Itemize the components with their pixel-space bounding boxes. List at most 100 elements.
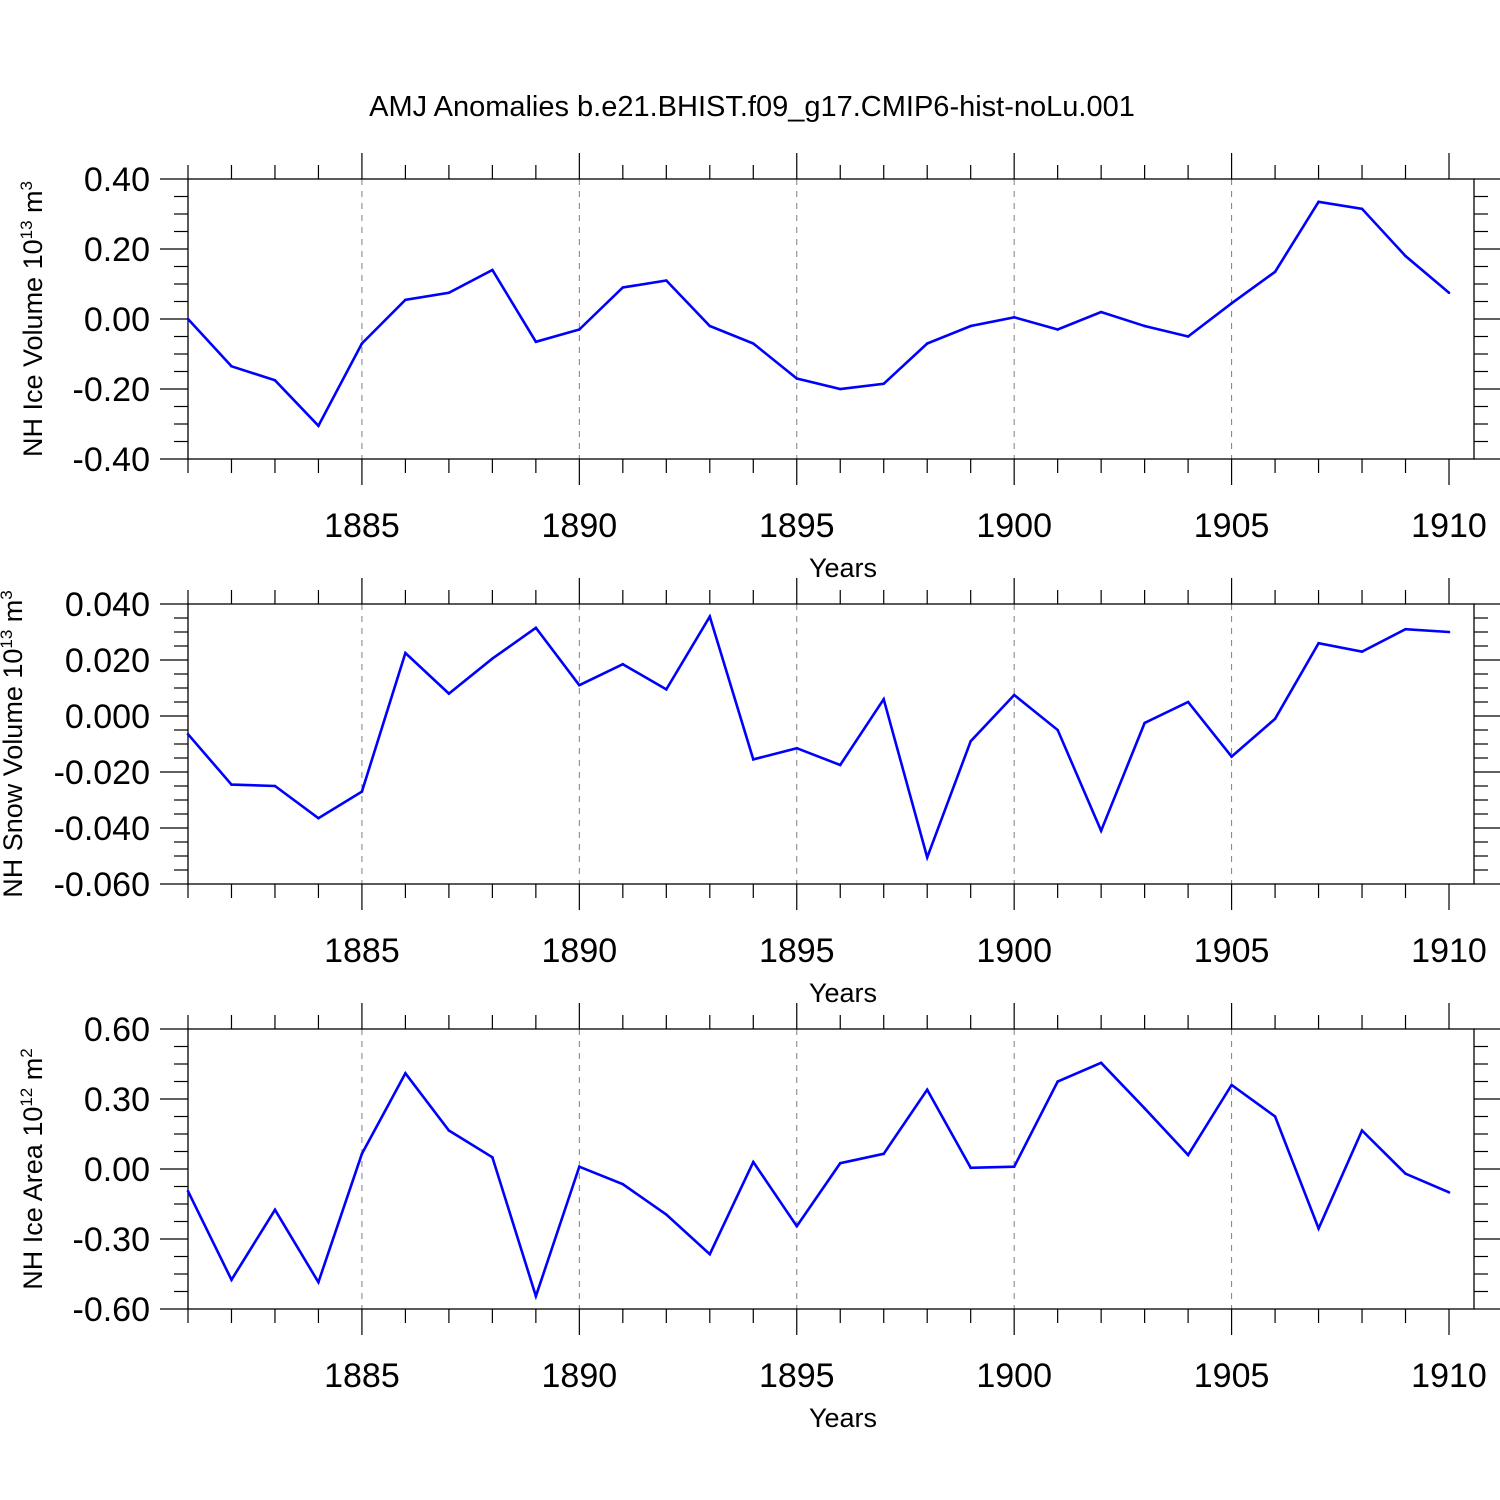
- x-tick-label: 1885: [324, 1357, 400, 1395]
- data-point: [1273, 270, 1277, 274]
- y-tick-label: -0.60: [73, 1291, 151, 1329]
- data-point: [1056, 1080, 1059, 1083]
- data-point: [1056, 328, 1059, 331]
- data-point: [621, 1182, 625, 1186]
- data-point: [665, 688, 668, 691]
- data-point: [447, 1129, 451, 1132]
- data-point: [838, 387, 842, 391]
- data-point: [404, 651, 407, 655]
- data-point: [969, 1166, 972, 1170]
- data-point: [1143, 324, 1146, 328]
- x-axis-title: Years: [809, 553, 877, 583]
- data-point: [882, 382, 886, 386]
- data-point: [795, 746, 799, 750]
- data-point: [621, 662, 625, 666]
- data-point: [925, 342, 929, 345]
- y-tick-label: 0.00: [84, 301, 150, 339]
- data-point: [882, 697, 886, 701]
- y-tick-label: -0.30: [73, 1221, 151, 1259]
- data-point: [1360, 207, 1364, 211]
- data-point: [1360, 650, 1364, 653]
- data-point: [1230, 301, 1233, 305]
- series-line: [187, 200, 1450, 429]
- y-axis-title-part: NH Ice Area 10: [18, 1107, 48, 1290]
- data-point: [273, 1208, 277, 1212]
- data-point: [273, 784, 277, 788]
- data-point: [838, 763, 842, 767]
- y-axis-title-part: 3: [0, 590, 16, 599]
- y-axis-title-part: 3: [17, 181, 36, 190]
- data-point: [708, 615, 712, 618]
- data-point: [925, 856, 929, 859]
- data-point: [708, 1252, 712, 1256]
- data-point: [1099, 829, 1103, 833]
- x-tick-label: 1890: [542, 1357, 618, 1395]
- data-point: [751, 1160, 755, 1164]
- data-point: [360, 790, 364, 793]
- x-tick-label: 1900: [976, 932, 1052, 970]
- x-axis-title: Years: [809, 1403, 877, 1433]
- data-point: [838, 1161, 842, 1165]
- data-point: [969, 739, 972, 743]
- panel-1: 1885 1890 1895 1900 1905 1910 Years -0.40 -0.20 0…: [17, 153, 1500, 583]
- x-tick-label: 1885: [324, 507, 400, 545]
- y-axis-title-part: m: [18, 1058, 48, 1088]
- data-point: [882, 1152, 886, 1156]
- data-point: [1056, 728, 1059, 732]
- y-axis-title: NH Ice Volume 1013 m3: [17, 181, 48, 457]
- y-tick-label: -0.060: [54, 866, 150, 904]
- y-tick-label: -0.040: [54, 810, 150, 848]
- x-tick-label: 1910: [1411, 507, 1487, 545]
- data-point: [534, 340, 538, 344]
- x-tick-label: 1900: [976, 507, 1052, 545]
- y-axis-title-part: 13: [17, 220, 36, 239]
- x-tick-label: 1905: [1194, 932, 1270, 970]
- panels: 1885 1890 1895 1900 1905 1910 Years -0.40 -0.20 0…: [0, 153, 1500, 1433]
- data-point: [404, 1072, 407, 1075]
- x-tick-label: 1910: [1411, 932, 1487, 970]
- data-point: [1404, 254, 1407, 258]
- data-point: [621, 286, 625, 289]
- y-axis-title-part: 13: [0, 630, 16, 649]
- data-point: [317, 1280, 320, 1284]
- data-point: [1317, 200, 1320, 204]
- x-tick-label: 1895: [759, 1357, 835, 1395]
- data-point: [665, 279, 668, 282]
- data-point: [360, 342, 364, 345]
- x-tick-label: 1910: [1411, 1357, 1487, 1395]
- data-point: [1186, 335, 1190, 338]
- x-tick-label: 1900: [976, 1357, 1052, 1395]
- x-axis-title: Years: [809, 978, 877, 1008]
- data-point: [1099, 1061, 1103, 1065]
- data-point: [1273, 717, 1277, 721]
- panel-2: 1885 1890 1895 1900 1905 1910 Years -0.060 -0.04…: [0, 578, 1500, 1008]
- y-axis-title-part: 2: [17, 1048, 36, 1057]
- data-point: [1099, 310, 1103, 314]
- y-tick-label: 0.60: [84, 1011, 150, 1049]
- data-point: [186, 732, 190, 736]
- data-point: [534, 626, 538, 630]
- y-tick-label: -0.20: [73, 371, 151, 409]
- data-point: [1230, 755, 1233, 758]
- data-point: [317, 424, 320, 428]
- x-tick-label: 1895: [759, 932, 835, 970]
- data-point: [1143, 1107, 1146, 1110]
- data-point: [969, 324, 972, 328]
- y-axis-title-part: m: [18, 190, 48, 220]
- data-point: [491, 268, 494, 272]
- data-point: [751, 342, 755, 345]
- data-point: [1317, 641, 1320, 645]
- data-point: [1404, 627, 1407, 631]
- data-point: [1447, 1191, 1451, 1194]
- data-point: [1447, 630, 1451, 634]
- data-point: [447, 291, 451, 295]
- x-tick-label: 1890: [542, 932, 618, 970]
- data-point: [795, 377, 799, 380]
- chart-title: AMJ Anomalies b.e21.BHIST.f09_g17.CMIP6-…: [369, 91, 1135, 123]
- data-point: [751, 758, 755, 761]
- y-axis-title-part: m: [0, 600, 28, 630]
- data-point: [1317, 1227, 1320, 1230]
- data-point: [230, 364, 233, 368]
- data-point: [491, 1156, 494, 1159]
